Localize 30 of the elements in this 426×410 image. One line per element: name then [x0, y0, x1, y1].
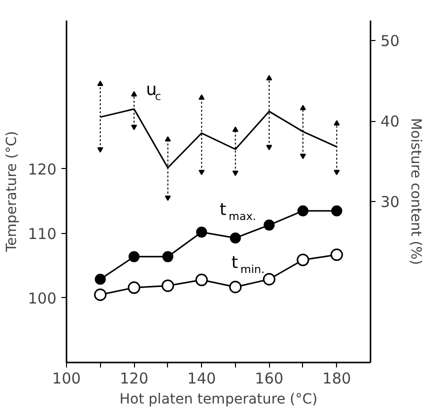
point — [128, 281, 140, 294]
x-tick-label: 100 — [52, 370, 81, 388]
point — [330, 248, 343, 261]
point — [94, 274, 106, 285]
y2-tick-label: 30 — [380, 193, 400, 212]
x-axis-title: Hot platen temperature (°C) — [120, 392, 318, 408]
x-tick-label: 160 — [254, 370, 284, 388]
point — [196, 226, 208, 238]
y-tick-label: 110 — [28, 224, 57, 243]
x-tick-label: 120 — [120, 370, 148, 388]
point — [230, 232, 241, 244]
point — [297, 205, 308, 216]
point — [94, 288, 107, 301]
x-tick-label: 140 — [187, 370, 216, 388]
y-axis-title: Temperature (°C) — [4, 131, 20, 253]
point — [195, 274, 208, 286]
y2-axis-title: Moisture content (%) — [408, 118, 424, 265]
y2-tick-label: 40 — [380, 112, 400, 131]
point — [262, 273, 276, 286]
point — [264, 220, 275, 231]
point — [162, 279, 174, 292]
point — [229, 280, 242, 294]
y-tick-label: 120 — [28, 160, 57, 178]
x-tick-label: 180 — [322, 370, 352, 388]
point — [296, 254, 310, 266]
point — [162, 251, 174, 262]
point — [331, 205, 342, 216]
point — [128, 251, 140, 262]
y-tick-label: 100 — [28, 289, 57, 308]
y2-tick-label: 50 — [380, 32, 400, 50]
